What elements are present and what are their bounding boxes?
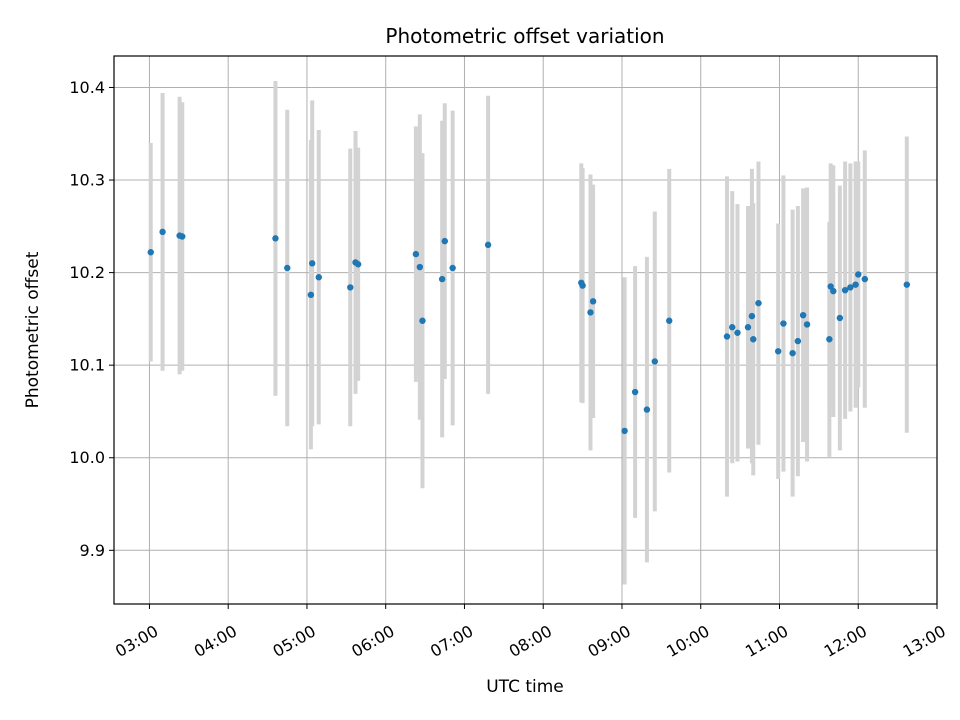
plot-frame <box>113 55 938 605</box>
data-point <box>272 235 279 242</box>
data-point <box>855 271 862 278</box>
data-point <box>347 284 354 291</box>
data-point <box>729 324 736 331</box>
data-point <box>621 427 628 435</box>
data-point <box>354 261 362 268</box>
y-tick-label: 9.9 <box>80 541 105 560</box>
data-point <box>748 312 756 320</box>
data-point <box>484 241 492 249</box>
data-point <box>774 348 782 355</box>
data-point <box>631 388 639 396</box>
data-point <box>179 233 186 240</box>
data-point <box>147 249 154 256</box>
data-point <box>755 299 762 307</box>
data-point <box>836 314 844 322</box>
data-point <box>159 228 166 236</box>
y-tick-label: 10.3 <box>69 171 105 190</box>
data-point <box>309 260 316 267</box>
data-point <box>419 317 426 324</box>
data-point <box>589 298 597 305</box>
data-point <box>307 291 315 299</box>
y-tick-label: 10.4 <box>69 78 105 97</box>
data-point <box>841 286 849 294</box>
data-point <box>666 317 673 324</box>
y-axis-title: Photometric offset <box>23 251 43 408</box>
data-point <box>847 284 854 291</box>
data-point <box>723 333 731 340</box>
y-tick-label: 10.0 <box>69 448 105 467</box>
data-point <box>651 358 658 365</box>
data-point <box>315 274 322 281</box>
data-point <box>416 263 424 271</box>
data-point <box>441 237 448 245</box>
data-point <box>861 275 869 283</box>
data-point <box>903 281 911 288</box>
data-point <box>803 321 811 328</box>
data-point <box>750 336 757 343</box>
data-point <box>799 311 807 319</box>
data-point <box>830 287 837 295</box>
data-point <box>579 282 586 289</box>
data-point <box>826 336 833 343</box>
y-tick-label: 10.2 <box>69 263 105 282</box>
chart-title: Photometric offset variation <box>385 24 664 48</box>
data-point <box>587 309 594 316</box>
data-point <box>744 324 752 331</box>
data-point <box>643 406 651 413</box>
y-tick-label: 10.1 <box>69 356 105 375</box>
data-point <box>734 329 741 336</box>
data-point <box>789 349 796 357</box>
data-point <box>852 281 859 288</box>
data-points <box>147 228 911 435</box>
data-point <box>412 250 420 258</box>
y-axis-ticks: 9.9 10.0 10.1 10.2 10.3 10.4 <box>69 78 114 560</box>
x-axis-title: UTC time <box>486 677 564 697</box>
data-point <box>449 264 456 272</box>
data-point <box>780 320 787 327</box>
data-point <box>794 337 802 345</box>
data-point <box>438 275 446 283</box>
data-point <box>284 264 291 272</box>
